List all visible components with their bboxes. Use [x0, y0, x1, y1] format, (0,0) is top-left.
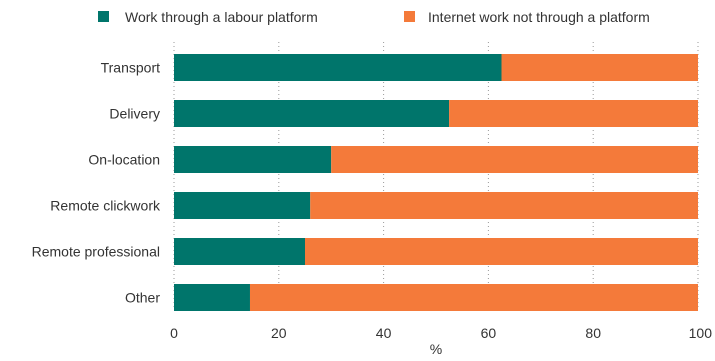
bar-on-location-series-0 — [174, 146, 332, 173]
category-label: Delivery — [109, 106, 160, 122]
legend-swatch-non-platform — [404, 11, 415, 22]
x-axis-title: % — [430, 341, 442, 356]
bar-delivery-series-0 — [174, 100, 450, 127]
x-tick-labels: 0 20 40 60 80 100 — [170, 325, 712, 341]
x-tick-label-20: 20 — [271, 325, 287, 341]
bars — [174, 54, 699, 311]
bar-delivery-series-1 — [449, 100, 698, 127]
x-tick-label-60: 60 — [481, 325, 497, 341]
legend-label-platform: Work through a labour platform — [125, 9, 318, 25]
category-label: Remote clickwork — [50, 198, 161, 214]
legend-swatch-platform — [98, 11, 109, 22]
bar-transport-series-1 — [501, 54, 698, 81]
x-tick-label-40: 40 — [376, 325, 392, 341]
x-tick-label-0: 0 — [170, 325, 178, 341]
category-labels: Transport Delivery On-location Remote click… — [32, 60, 161, 306]
category-label: Other — [125, 290, 160, 306]
category-label: Transport — [101, 60, 161, 76]
bar-remote-clickwork-series-1 — [310, 192, 698, 219]
bar-other-series-0 — [174, 284, 250, 311]
bar-on-location-series-1 — [331, 146, 698, 173]
legend-label-non-platform: Internet work not through a platform — [428, 9, 650, 25]
bar-transport-series-0 — [174, 54, 502, 81]
legend: Work through a labour platform Internet … — [98, 9, 650, 25]
gridlines — [173, 42, 699, 310]
category-label: Remote professional — [32, 244, 160, 260]
bar-other-series-1 — [249, 284, 699, 311]
bar-remote-professional-series-1 — [305, 238, 698, 265]
bar-remote-clickwork-series-0 — [174, 192, 311, 219]
category-label: On-location — [88, 152, 160, 168]
x-tick-label-100: 100 — [689, 325, 713, 341]
x-tick-label-80: 80 — [585, 325, 601, 341]
bar-remote-professional-series-0 — [174, 238, 305, 265]
